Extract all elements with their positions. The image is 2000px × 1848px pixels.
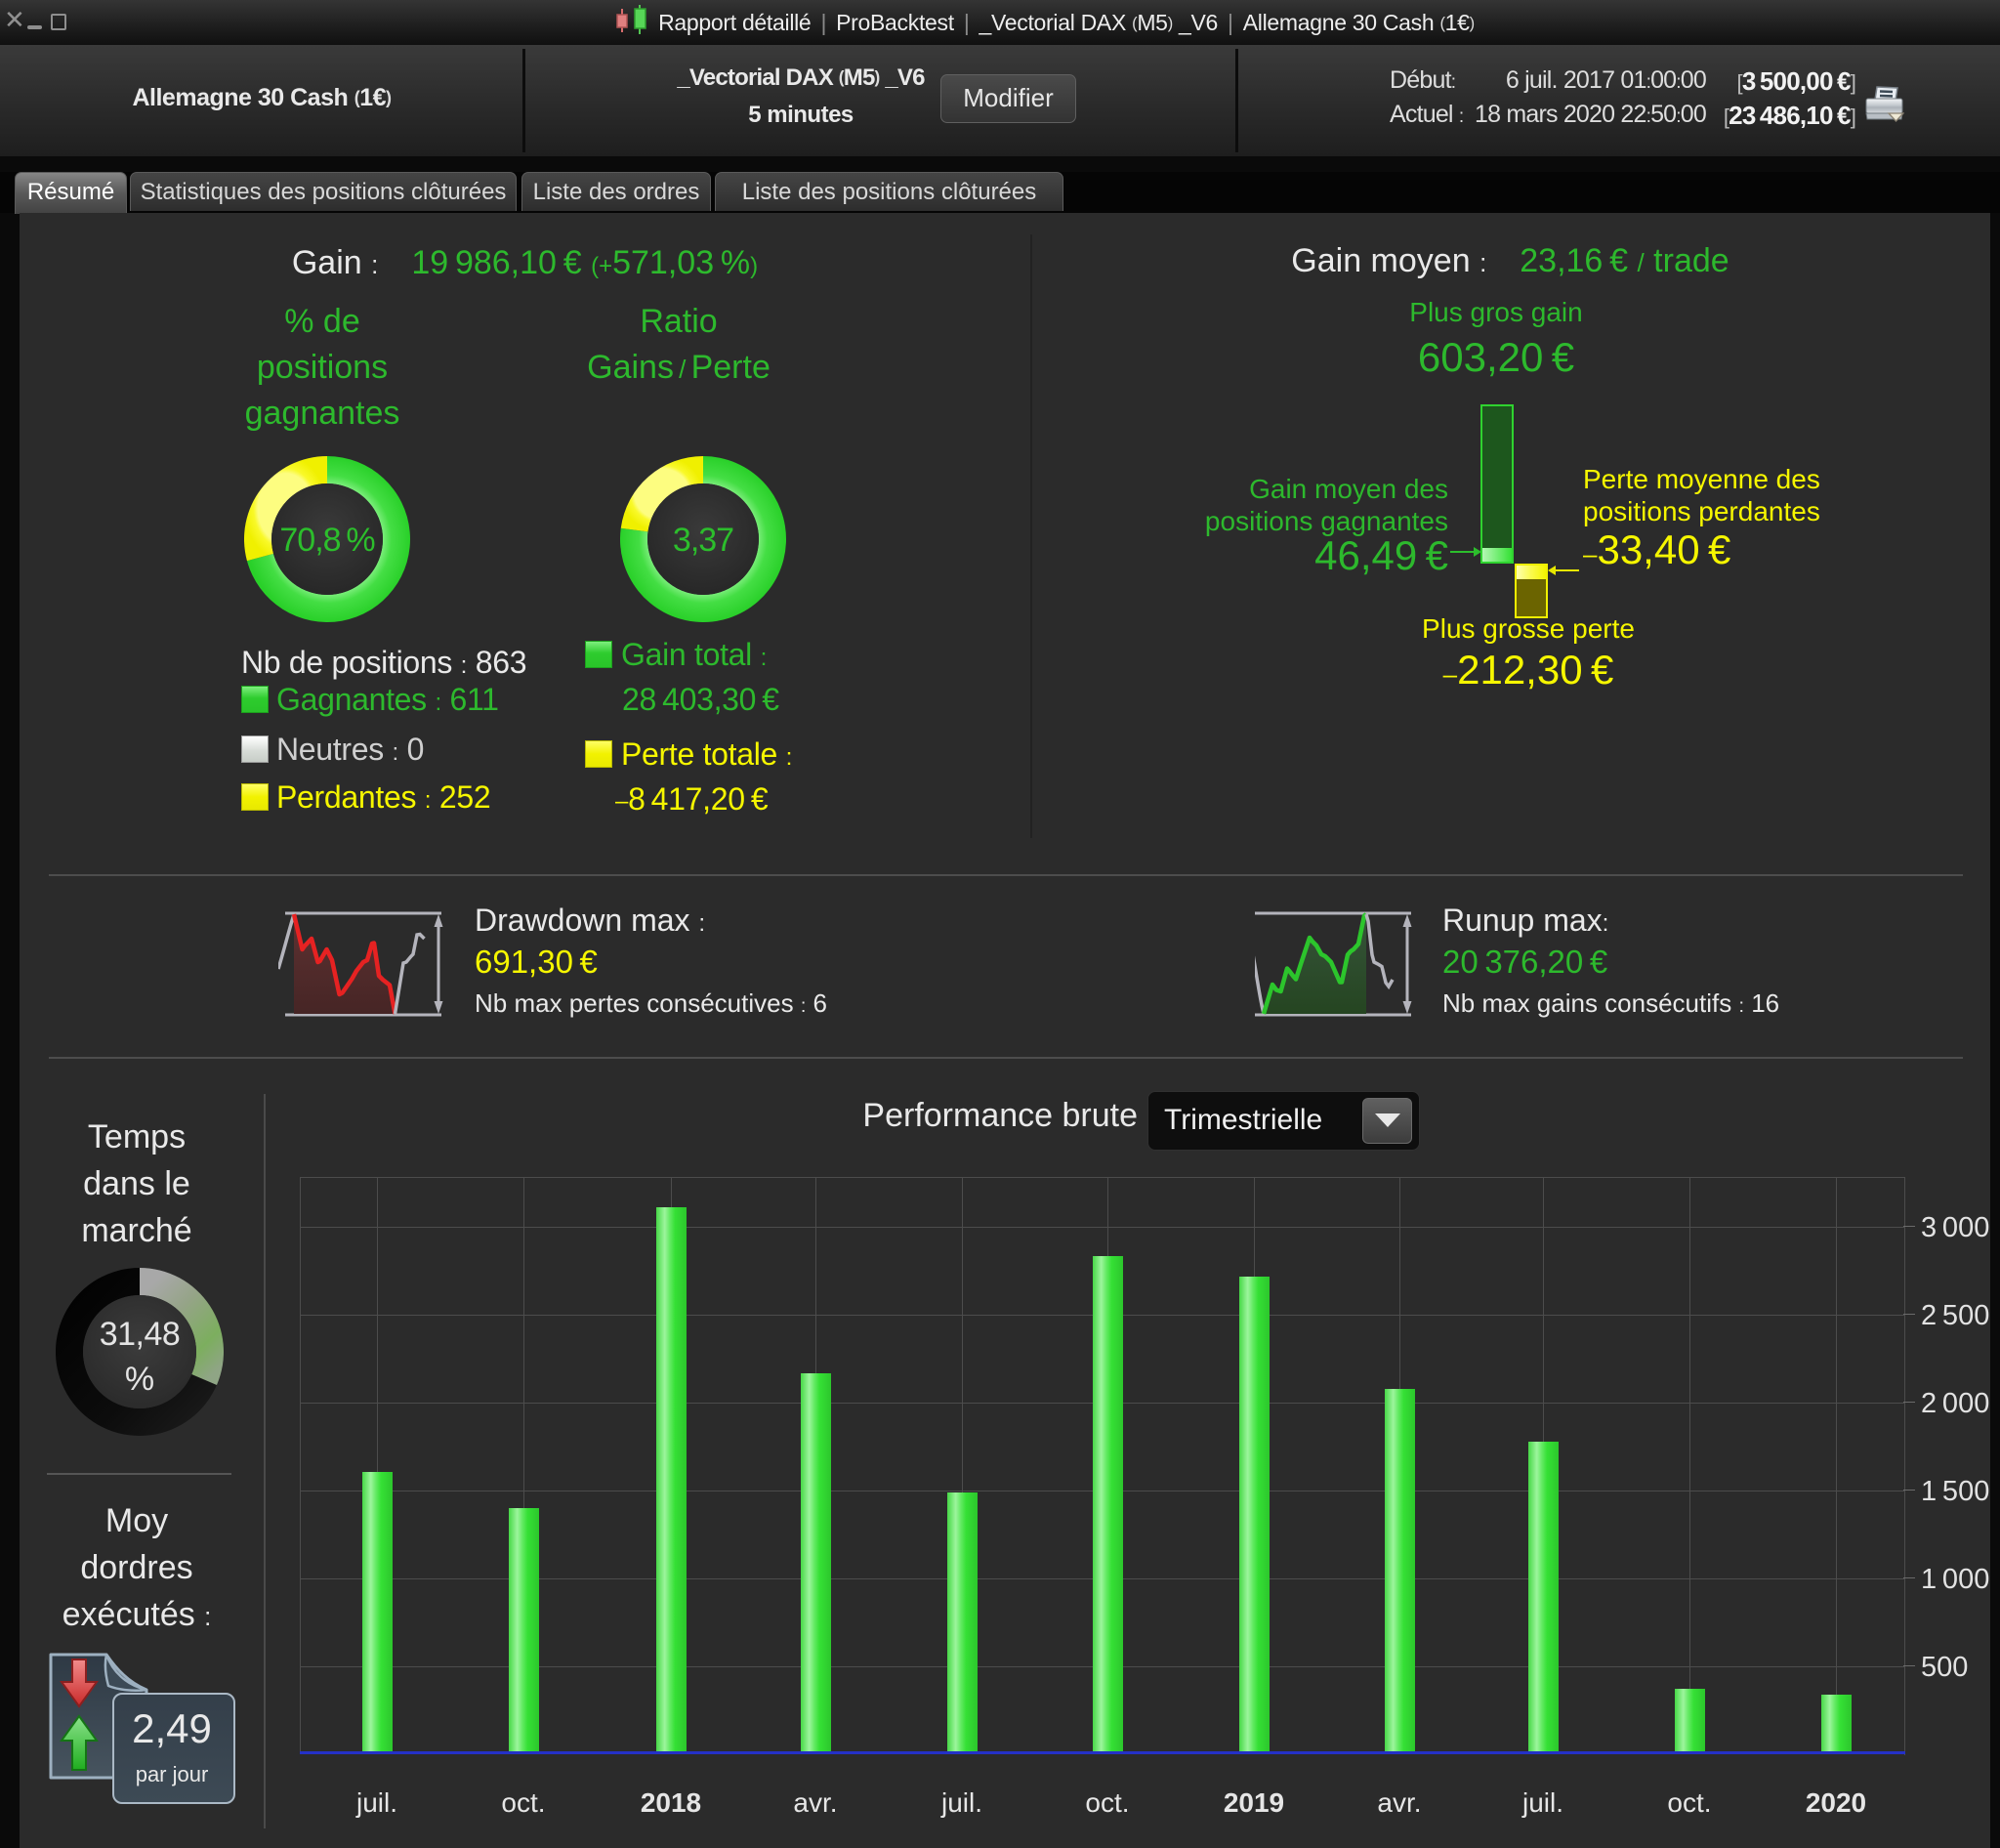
svg-text:70,8 %: 70,8 % (279, 522, 375, 559)
svg-text:31,48: 31,48 (100, 1316, 181, 1353)
svg-text:%: % (125, 1361, 154, 1398)
svg-text:3,37: 3,37 (673, 522, 733, 559)
